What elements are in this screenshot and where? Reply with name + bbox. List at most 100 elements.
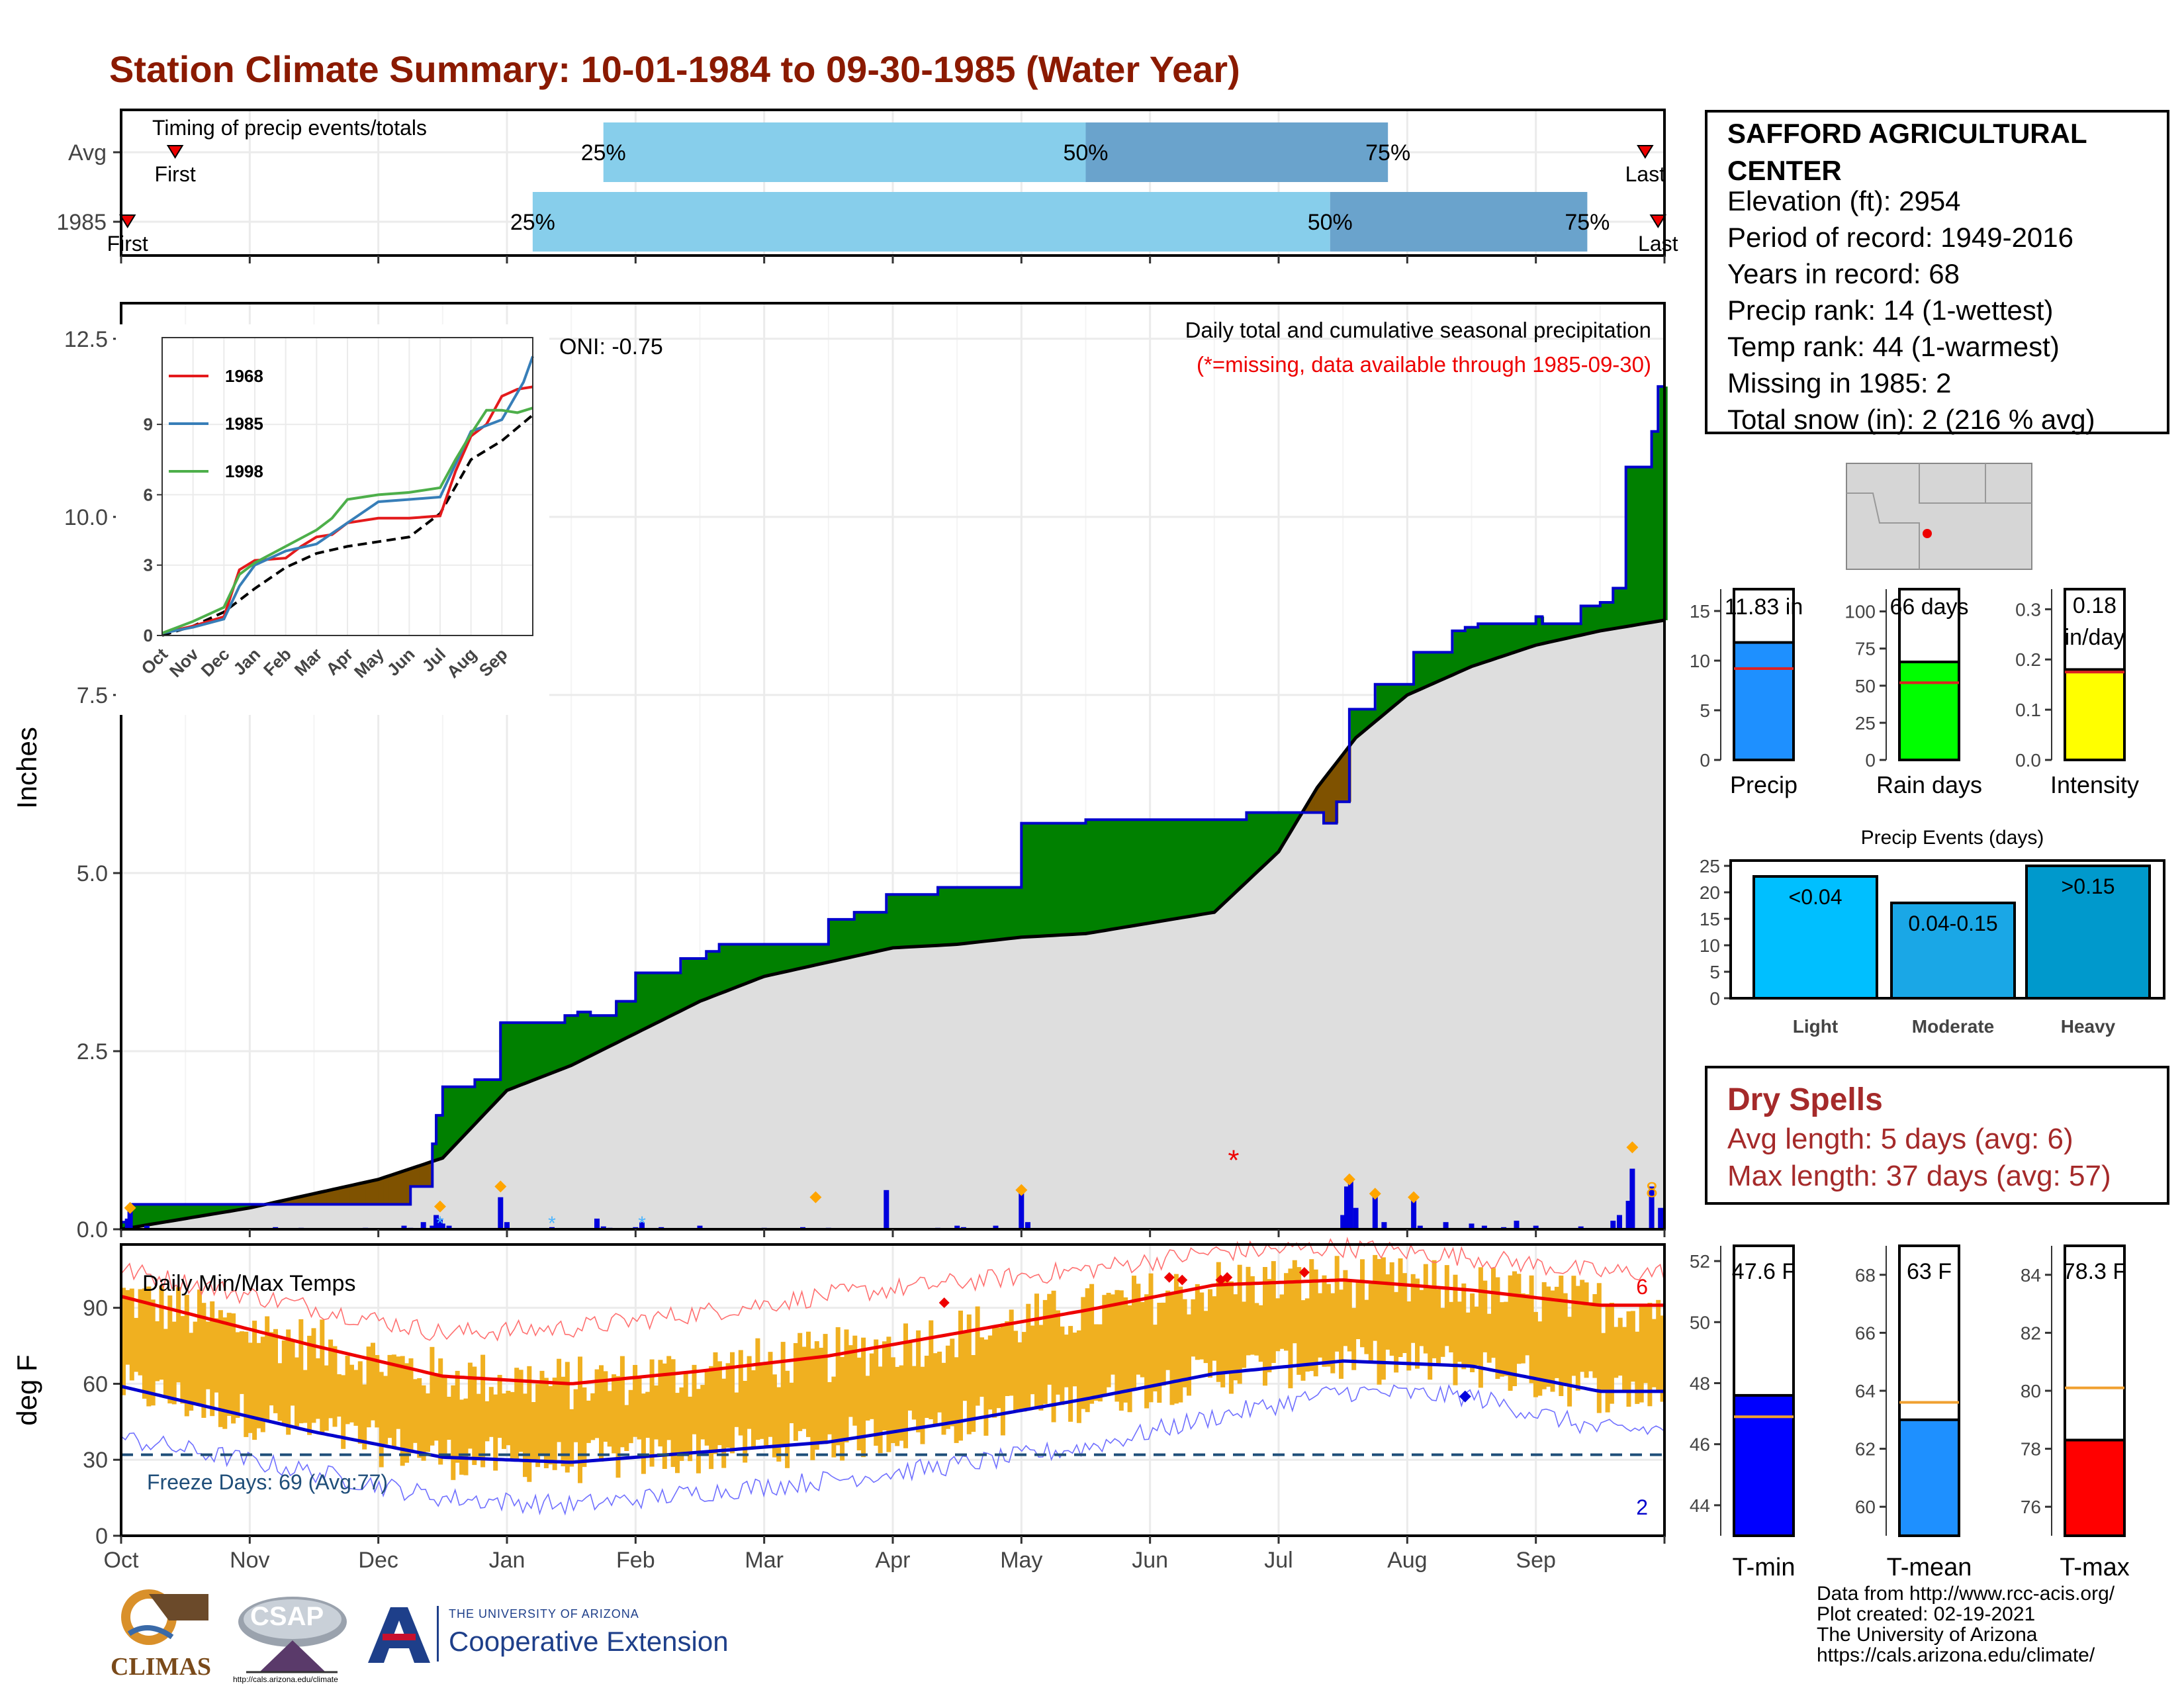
events-bar-label: 0.04-0.15 — [1908, 912, 1997, 935]
record-high-count: 6 — [1636, 1275, 1648, 1299]
above-average-fill — [1160, 820, 1163, 921]
above-average-fill — [525, 1022, 528, 1083]
precip-panel: 0.0 2.5 5.0 7.5 10.0 12.5 * * * * 8 Daily total and… — [11, 302, 1668, 1243]
heavy-precip-diamond-icon — [124, 1201, 136, 1214]
timing-bar-50-75 — [1085, 122, 1388, 182]
daily-temp-bar — [1127, 1305, 1132, 1413]
daily-temp-bar — [514, 1368, 520, 1459]
above-average-fill — [566, 1015, 570, 1067]
average-cumulative-area — [121, 620, 1664, 1229]
above-average-fill — [157, 1204, 161, 1223]
below-average-fill — [345, 1186, 348, 1205]
daily-temp-bar — [387, 1354, 392, 1438]
above-average-fill — [1549, 624, 1552, 642]
daily-temp-bar — [1389, 1262, 1394, 1356]
above-average-fill — [1109, 820, 1113, 930]
daily-temp-bar — [1208, 1289, 1212, 1378]
above-average-fill — [1070, 823, 1073, 935]
month-label: Mar — [745, 1548, 784, 1573]
daily-temp-bar — [929, 1320, 934, 1419]
daily-temp-bar — [1651, 1319, 1657, 1387]
daily-temp-bar — [1419, 1289, 1424, 1346]
map-background — [1846, 463, 2032, 570]
below-average-fill — [293, 1197, 297, 1205]
daily-temp-bar — [713, 1352, 718, 1454]
daily-temp-bar — [1394, 1291, 1399, 1373]
above-average-fill — [1564, 624, 1568, 639]
above-average-fill — [507, 1022, 510, 1090]
above-average-fill — [998, 887, 1002, 940]
above-average-fill — [1402, 684, 1406, 698]
timing-bar-50-75 — [1330, 192, 1588, 252]
above-average-fill — [1428, 652, 1432, 686]
daily-precip-bar — [1025, 1222, 1030, 1229]
above-average-fill — [720, 944, 724, 993]
rain-days-y-tick-label: 100 — [1844, 602, 1876, 622]
above-average-fill — [1227, 820, 1230, 899]
daily-temp-bar — [1203, 1311, 1208, 1364]
above-average-fill — [679, 972, 683, 1011]
above-average-fill — [522, 1022, 525, 1084]
above-average-fill — [1605, 602, 1609, 630]
daily-temp-bar — [658, 1360, 663, 1447]
above-average-fill — [784, 944, 788, 972]
events-y-tick-label: 25 — [1700, 856, 1720, 876]
below-average-fill — [1320, 782, 1323, 813]
above-average-fill — [1387, 684, 1390, 712]
daily-temp-bar — [150, 1299, 156, 1406]
below-average-fill — [334, 1188, 338, 1205]
above-average-fill — [1121, 820, 1125, 927]
daily-temp-bar — [725, 1363, 731, 1448]
daily-temp-bar — [371, 1342, 375, 1421]
above-average-fill — [154, 1204, 158, 1224]
above-average-fill — [1654, 431, 1658, 622]
daily-temp-bar — [298, 1319, 304, 1424]
daily-temp-bar — [417, 1378, 422, 1458]
below-average-fill — [288, 1199, 292, 1205]
daily-precip-bar — [401, 1225, 407, 1229]
daily-temp-bar — [924, 1356, 929, 1418]
month-label: Jan — [489, 1548, 525, 1573]
above-average-fill — [1371, 709, 1375, 724]
heavy-precip-diamond-icon — [433, 1200, 446, 1213]
daily-temp-bar — [633, 1365, 638, 1437]
daily-temp-bar — [1212, 1296, 1217, 1361]
above-average-fill — [1590, 606, 1593, 633]
record-low-marker-icon — [1459, 1390, 1471, 1403]
above-average-fill — [687, 959, 690, 1008]
above-average-fill — [1222, 820, 1226, 904]
above-average-fill — [563, 1015, 567, 1068]
above-average-fill — [1494, 624, 1498, 659]
above-average-fill — [1016, 887, 1020, 938]
above-average-fill — [954, 887, 958, 945]
daily-precip-bar — [1411, 1197, 1417, 1229]
events-x-label: Heavy — [2061, 1016, 2116, 1037]
above-average-fill — [885, 912, 888, 950]
daily-precip-bar — [1629, 1168, 1635, 1229]
events-bar-label: <0.04 — [1789, 885, 1843, 909]
above-average-fill — [877, 912, 881, 951]
daily-temp-bar — [1580, 1280, 1585, 1372]
inset-line-1998 — [161, 406, 533, 635]
above-average-fill — [867, 912, 870, 954]
below-average-fill — [308, 1194, 312, 1205]
daily-temp-bar — [1478, 1267, 1483, 1388]
above-average-fill — [545, 1022, 549, 1075]
above-average-fill — [1651, 431, 1655, 622]
below-average-fill — [1325, 776, 1328, 823]
daily-temp-bar — [138, 1289, 143, 1376]
above-average-fill — [700, 959, 704, 1001]
rain-days-y-tick-label: 50 — [1855, 676, 1876, 696]
temp-bar-panels: 44 46 48 50 52 47.6 F T-min 60 62 64 66 68 63 F T-mea… — [1690, 1244, 2130, 1581]
above-average-fill — [1006, 887, 1009, 939]
daily-temp-bar — [273, 1329, 278, 1413]
above-average-fill — [172, 1204, 176, 1221]
above-average-fill — [540, 1022, 544, 1077]
below-average-fill — [306, 1195, 310, 1205]
daily-temp-bar — [878, 1366, 883, 1454]
above-average-fill — [1050, 823, 1053, 936]
daily-precip-bar — [1344, 1186, 1349, 1229]
above-average-fill — [1443, 652, 1447, 679]
daily-temp-bar — [603, 1371, 608, 1442]
